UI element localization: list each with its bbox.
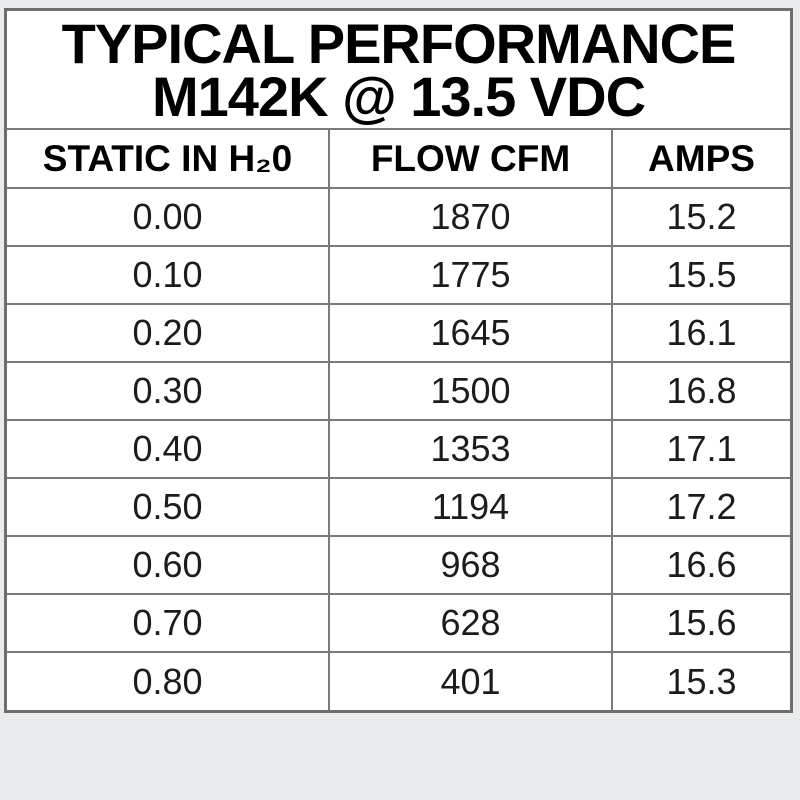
- table-row: 0.70 628 15.6: [6, 593, 791, 653]
- table-row: 0.10 1775 15.5: [6, 245, 791, 305]
- table-row: 0.80 401 15.3: [6, 651, 791, 711]
- table-row: 0.60 968 16.6: [6, 535, 791, 595]
- title-line-1: TYPICAL PERFORMANCE: [61, 11, 737, 75]
- performance-table: STATIC IN H₂0 FLOW CFM AMPS 0.00 1870 15…: [6, 129, 791, 711]
- header-row: STATIC IN H₂0 FLOW CFM AMPS: [6, 129, 791, 189]
- cell-flow-cfm: 1775: [328, 245, 613, 305]
- table-row: 0.00 1870 15.2: [6, 187, 791, 247]
- title-line-2: M142K @ 13.5 VDC: [151, 64, 646, 128]
- cell-amps: 15.6: [611, 593, 791, 653]
- cell-flow-cfm: 1353: [328, 419, 613, 479]
- cell-static-pressure: 0.50: [6, 477, 330, 537]
- cell-flow-cfm: 1870: [328, 187, 613, 247]
- table-title: TYPICAL PERFORMANCE M142K @ 13.5 VDC: [7, 11, 790, 130]
- cell-static-pressure: 0.20: [6, 303, 330, 363]
- cell-amps: 16.6: [611, 535, 791, 595]
- cell-static-pressure: 0.80: [6, 651, 330, 711]
- performance-table-card: TYPICAL PERFORMANCE M142K @ 13.5 VDC STA…: [4, 8, 793, 713]
- cell-flow-cfm: 401: [328, 651, 613, 711]
- cell-flow-cfm: 1194: [328, 477, 613, 537]
- cell-amps: 16.1: [611, 303, 791, 363]
- table-row: 0.40 1353 17.1: [6, 419, 791, 479]
- cell-amps: 16.8: [611, 361, 791, 421]
- cell-flow-cfm: 1645: [328, 303, 613, 363]
- cell-amps: 17.1: [611, 419, 791, 479]
- cell-amps: 15.3: [611, 651, 791, 711]
- column-header-static-pressure: STATIC IN H₂0: [6, 129, 330, 189]
- cell-flow-cfm: 628: [328, 593, 613, 653]
- cell-amps: 15.2: [611, 187, 791, 247]
- column-header-flow-cfm: FLOW CFM: [328, 129, 613, 189]
- cell-amps: 15.5: [611, 245, 791, 305]
- cell-static-pressure: 0.40: [6, 419, 330, 479]
- cell-static-pressure: 0.60: [6, 535, 330, 595]
- cell-static-pressure: 0.70: [6, 593, 330, 653]
- cell-static-pressure: 0.30: [6, 361, 330, 421]
- cell-flow-cfm: 1500: [328, 361, 613, 421]
- table-row: 0.30 1500 16.8: [6, 361, 791, 421]
- table-row: 0.20 1645 16.1: [6, 303, 791, 363]
- cell-static-pressure: 0.00: [6, 187, 330, 247]
- cell-flow-cfm: 968: [328, 535, 613, 595]
- table-row: 0.50 1194 17.2: [6, 477, 791, 537]
- cell-static-pressure: 0.10: [6, 245, 330, 305]
- cell-amps: 17.2: [611, 477, 791, 537]
- column-header-amps: AMPS: [611, 129, 791, 189]
